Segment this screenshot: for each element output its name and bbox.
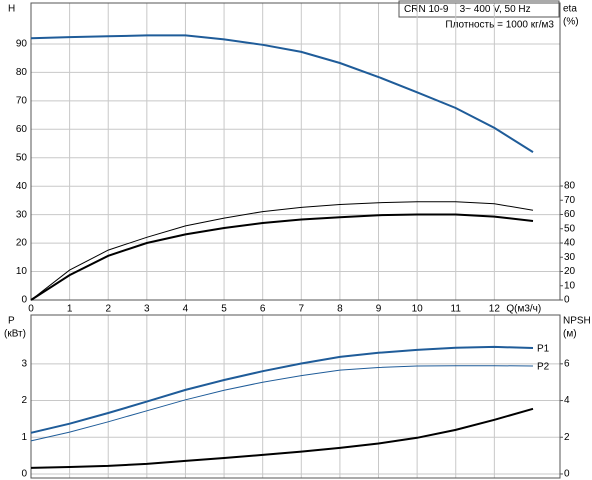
- y-tick-label: 30: [16, 209, 28, 220]
- x-tick-label: 9: [376, 304, 382, 315]
- y-tick-label: 0: [21, 295, 27, 306]
- x-tick-label: 1: [67, 304, 73, 315]
- y-tick-label: 20: [16, 238, 28, 249]
- plot-frame: [30, 2, 561, 301]
- series-label: P2: [537, 362, 550, 373]
- y-tick-label: 0: [21, 469, 27, 480]
- curve: [30, 345, 534, 434]
- y-tick-label: 3: [21, 358, 27, 369]
- x-tick-label: 4: [183, 304, 189, 315]
- x-tick-label: 7: [299, 304, 305, 315]
- y2-tick-label: 4: [564, 395, 570, 406]
- curve: [30, 213, 534, 301]
- y2-tick-label: 60: [564, 209, 576, 220]
- y2-tick-label: 80: [564, 181, 576, 192]
- x-tick-label: 5: [221, 304, 227, 315]
- y2-tick-label: 30: [564, 252, 576, 263]
- y2-tick-label: 2: [564, 432, 570, 443]
- y-tick-label: 1: [21, 432, 27, 443]
- y-axis-unit: (кВт): [4, 329, 26, 340]
- x-tick-label: 6: [260, 304, 266, 315]
- y-axis-label: P: [8, 316, 15, 327]
- curve: [30, 201, 534, 301]
- x-tick-label: 12: [489, 304, 501, 315]
- series-label: P1: [537, 344, 550, 355]
- y-tick-label: 40: [16, 181, 28, 192]
- x-tick-label: 11: [451, 304, 462, 315]
- y-tick-label: 50: [16, 152, 28, 163]
- y2-tick-label: 20: [564, 266, 576, 277]
- chart-title: CRN 10-9 3~ 400 V, 50 Hz: [404, 4, 531, 15]
- y2-tick-label: 70: [564, 195, 576, 206]
- x-tick-label: 3: [144, 304, 150, 315]
- y2-tick-label: 50: [564, 223, 576, 234]
- y2-tick-label: 0: [564, 469, 570, 480]
- y2-axis-unit: (%): [563, 17, 579, 28]
- x-tick-label: 8: [337, 304, 343, 315]
- y2-tick-label: 6: [564, 358, 570, 369]
- y-tick-label: 2: [21, 395, 27, 406]
- y2-axis-label: eta: [563, 4, 577, 15]
- x-tick-label: 0: [28, 304, 34, 315]
- x-tick-label: 2: [105, 304, 111, 315]
- y-axis-label: H: [8, 4, 15, 15]
- curve: [30, 34, 534, 153]
- y2-tick-label: 40: [564, 238, 576, 249]
- plot-frame: [30, 314, 561, 479]
- y-tick-label: 70: [16, 96, 28, 107]
- y-tick-label: 90: [16, 39, 28, 50]
- y2-tick-label: 10: [564, 280, 576, 291]
- y2-axis-unit: (м): [563, 329, 577, 340]
- y-tick-label: 60: [16, 124, 28, 135]
- x-axis-label: Q(м3/ч): [506, 304, 541, 315]
- y-tick-label: 10: [16, 266, 28, 277]
- chart-subtitle: Плотность = 1000 кг/м3: [445, 20, 554, 31]
- curve: [30, 407, 534, 469]
- title-box: [398, 0, 560, 18]
- y-tick-label: 80: [16, 67, 28, 78]
- y2-axis-label: NPSH: [563, 316, 591, 327]
- x-tick-label: 10: [412, 304, 424, 315]
- y2-tick-label: 0: [564, 295, 570, 306]
- curve: [30, 365, 534, 442]
